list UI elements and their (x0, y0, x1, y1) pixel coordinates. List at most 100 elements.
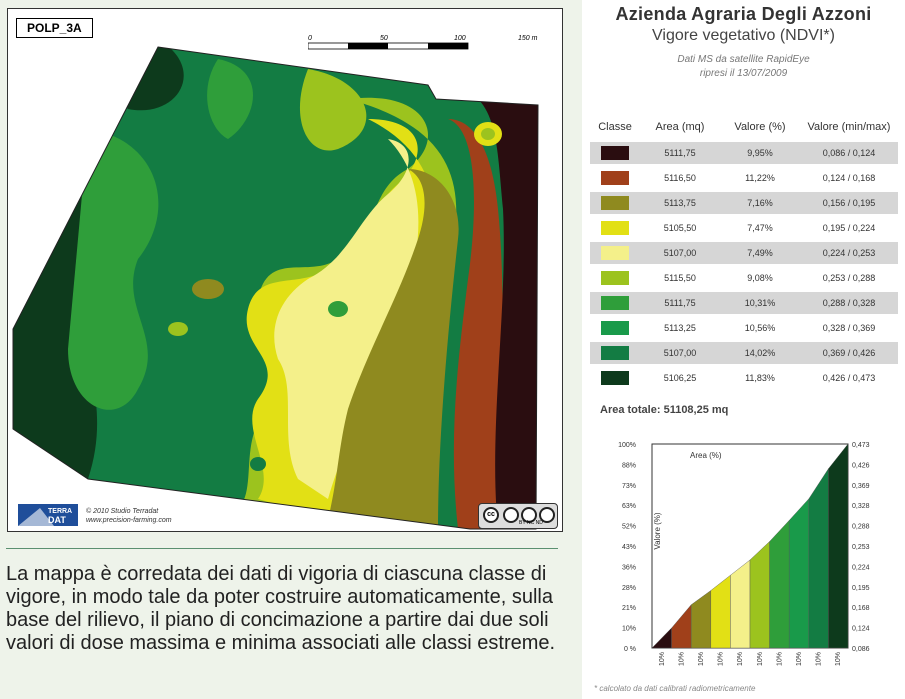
class-swatch (601, 246, 629, 260)
map-title: POLP_3A (16, 18, 93, 38)
minmax-cell: 0,156 / 0,195 (822, 198, 876, 208)
y-right-tick: 0,426 (852, 462, 870, 469)
terradat-logo: TERRA DAT (18, 504, 78, 526)
minmax-cell: 0,369 / 0,426 (822, 348, 876, 358)
class-swatch-cell (590, 296, 640, 310)
svg-text:DAT: DAT (48, 515, 66, 525)
chart-legend: Area (%) (690, 451, 722, 460)
vigor-chart: 100% 88% 73% 63% 52% 43% 36% 28% 21% 10% 0 % 0,473 0… (618, 442, 870, 666)
x-tick-label: 10% (757, 652, 764, 666)
y-right-tick: 0,253 (852, 544, 870, 551)
scale-bar: 0 50 100 150 m (308, 35, 538, 50)
class-swatch-cell (590, 221, 640, 235)
panel-title: Azienda Agraria Degli Azzoni (615, 4, 872, 24)
table-row: 5113,25 10,56% 0,328 / 0,369 (590, 317, 898, 339)
minmax-cell: 0,224 / 0,253 (822, 248, 876, 258)
panel-note: Dati MS da satellite RapidEye ripresi il… (582, 53, 905, 81)
chart-segment (808, 468, 829, 649)
area-cell: 5106,25 (663, 373, 697, 383)
table-row: 5113,75 7,16% 0,156 / 0,195 (590, 192, 898, 214)
chart-segment (730, 559, 751, 649)
nc-icon (521, 507, 537, 523)
table-body: 5111,75 9,95% 0,086 / 0,124 5116,50 11,22% 0,… (590, 142, 898, 389)
class-swatch-cell (590, 196, 640, 210)
cc-icon: cc (483, 507, 499, 523)
x-tick-label: 10% (698, 652, 705, 666)
valore-cell: 11,22% (745, 173, 775, 183)
minmax-cell: 0,124 / 0,168 (822, 173, 876, 183)
class-table: Classe Area (mq) Valore (%) Valore (min/… (590, 112, 898, 392)
ndvi-map-frame: POLP_3A 0 50 100 150 m TERRA DAT © 2010 … (7, 8, 563, 532)
minmax-cell: 0,328 / 0,369 (822, 323, 876, 333)
header-area: Area (mq) (655, 120, 705, 133)
x-tick-label: 10% (796, 652, 803, 666)
x-tick-label: 10% (718, 652, 725, 666)
valore-cell: 9,08% (747, 273, 773, 283)
area-cell: 5107,00 (663, 348, 697, 358)
class-swatch-cell (590, 346, 640, 360)
x-tick-label: 10% (835, 652, 842, 666)
legend-panel: Azienda Agraria Degli Azzoni Vigore vege… (582, 0, 905, 699)
class-swatch-cell (590, 321, 640, 335)
y-left-tick: 0 % (624, 646, 636, 653)
y-left-tick: 63% (622, 503, 636, 510)
header-classe: Classe (598, 120, 632, 133)
x-tick-label: 10% (659, 652, 666, 666)
y-left-tick: 10% (622, 626, 636, 633)
scale-tick-label: 150 m (518, 35, 538, 42)
class-swatch (601, 196, 629, 210)
minmax-cell: 0,253 / 0,288 (822, 273, 876, 283)
chart-segment (788, 498, 810, 649)
chart-segment (749, 541, 770, 649)
valore-cell: 7,16% (747, 198, 773, 208)
valore-cell: 7,47% (747, 223, 773, 233)
scale-tick-label: 50 (380, 35, 388, 42)
table-row: 5107,00 7,49% 0,224 / 0,253 (590, 242, 898, 264)
y-right-tick: 0,328 (852, 503, 870, 510)
table-row: 5107,00 14,02% 0,369 / 0,426 (590, 342, 898, 364)
y-right-tick: 0,086 (852, 646, 870, 653)
valore-cell: 7,49% (747, 248, 773, 258)
y-right-tick: 0,168 (852, 605, 870, 612)
table-header: Classe Area (mq) Valore (%) Valore (min/… (590, 112, 898, 142)
y-left-tick: 73% (622, 483, 636, 490)
copyright: © 2010 Studio Terradat www.precision-far… (86, 507, 172, 525)
y-right-tick: 0,124 (852, 626, 870, 633)
area-cell: 5113,25 (664, 323, 696, 333)
chart-segment (828, 443, 849, 649)
ndvi-map (12, 46, 539, 530)
table-row: 5116,50 11,22% 0,124 / 0,168 (590, 167, 898, 189)
y-left-tick: 21% (622, 605, 636, 612)
y-right-tick: 0,288 (852, 524, 870, 531)
area-cell: 5111,75 (664, 298, 696, 308)
x-tick-label: 10% (816, 652, 823, 666)
class-swatch (601, 221, 629, 235)
area-total: Area totale: 51108,25 mq (600, 404, 729, 416)
panel-note-line: ripresi il 13/07/2009 (699, 68, 788, 79)
panel-subtitle: Vigore vegetativo (NDVI*) (652, 27, 835, 44)
minmax-cell: 0,426 / 0,473 (822, 373, 876, 383)
valore-cell: 10,56% (744, 323, 776, 333)
table-row: 5105,50 7,47% 0,195 / 0,224 (590, 217, 898, 239)
copyright-line: © 2010 Studio Terradat (86, 508, 159, 515)
map-description: La mappa è corredata dei dati di vigoria… (6, 548, 558, 655)
x-tick-label: 10% (678, 652, 685, 666)
class-swatch (601, 346, 629, 360)
x-tick-label: 10% (737, 652, 744, 666)
chart-segment (769, 519, 790, 649)
creative-commons-badge[interactable]: cc BY NC ND (478, 503, 558, 529)
y-left-tick: 36% (622, 564, 636, 571)
website-link[interactable]: www.precision-farming.com (86, 517, 172, 524)
y-axis-label: Valore (%) (653, 512, 662, 550)
area-cell: 5115,50 (664, 273, 696, 283)
table-row: 5115,50 9,08% 0,253 / 0,288 (590, 267, 898, 289)
y-left-tick: 52% (622, 524, 636, 531)
class-swatch (601, 321, 629, 335)
class-swatch-cell (590, 271, 640, 285)
class-swatch (601, 271, 629, 285)
y-right-tick: 0,195 (852, 585, 870, 592)
y-right-tick: 0,224 (852, 564, 870, 571)
valore-cell: 14,02% (744, 348, 776, 358)
area-cell: 5113,75 (664, 198, 696, 208)
header-minmax: Valore (min/max) (807, 120, 891, 133)
